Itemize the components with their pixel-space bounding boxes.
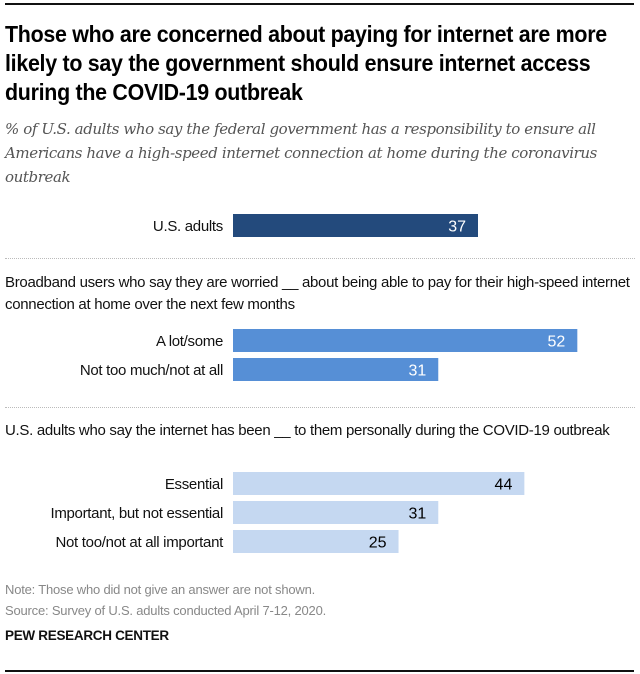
chart-title: Those who are concerned about paying for… [5,21,607,105]
bar [233,329,578,352]
group-label-broadband: Broadband users who say they are worried… [5,274,630,313]
data-label: 25 [369,535,387,552]
category-label: Important, but not essential [50,505,223,522]
chart-subtitle: % of U.S. adults who say the federal gov… [5,120,597,186]
bar [233,530,399,553]
bar [233,214,478,237]
category-label: A lot/some [156,333,223,350]
group-divider [5,407,635,408]
group-divider [5,258,635,259]
bar [233,472,525,495]
category-label: Essential [165,476,223,493]
data-label: 31 [408,506,426,523]
category-label: Not too/not at all important [55,534,224,551]
bottom-rule [5,670,634,672]
bar [233,501,439,524]
bar [233,358,439,381]
data-label: 52 [548,334,566,351]
chart-source: Source: Survey of U.S. adults conducted … [5,603,327,618]
pew-logo-text: PEW RESEARCH CENTER [5,628,169,643]
chart-note: Note: Those who did not give an answer a… [5,582,316,597]
category-label: U.S. adults [153,218,223,235]
group-label-internet-importance: U.S. adults who say the internet has bee… [5,422,610,439]
data-label: 37 [448,219,466,236]
top-rule [5,3,634,5]
data-label: 44 [495,477,513,494]
category-label: Not too much/not at all [80,362,223,379]
data-label: 31 [408,363,426,380]
